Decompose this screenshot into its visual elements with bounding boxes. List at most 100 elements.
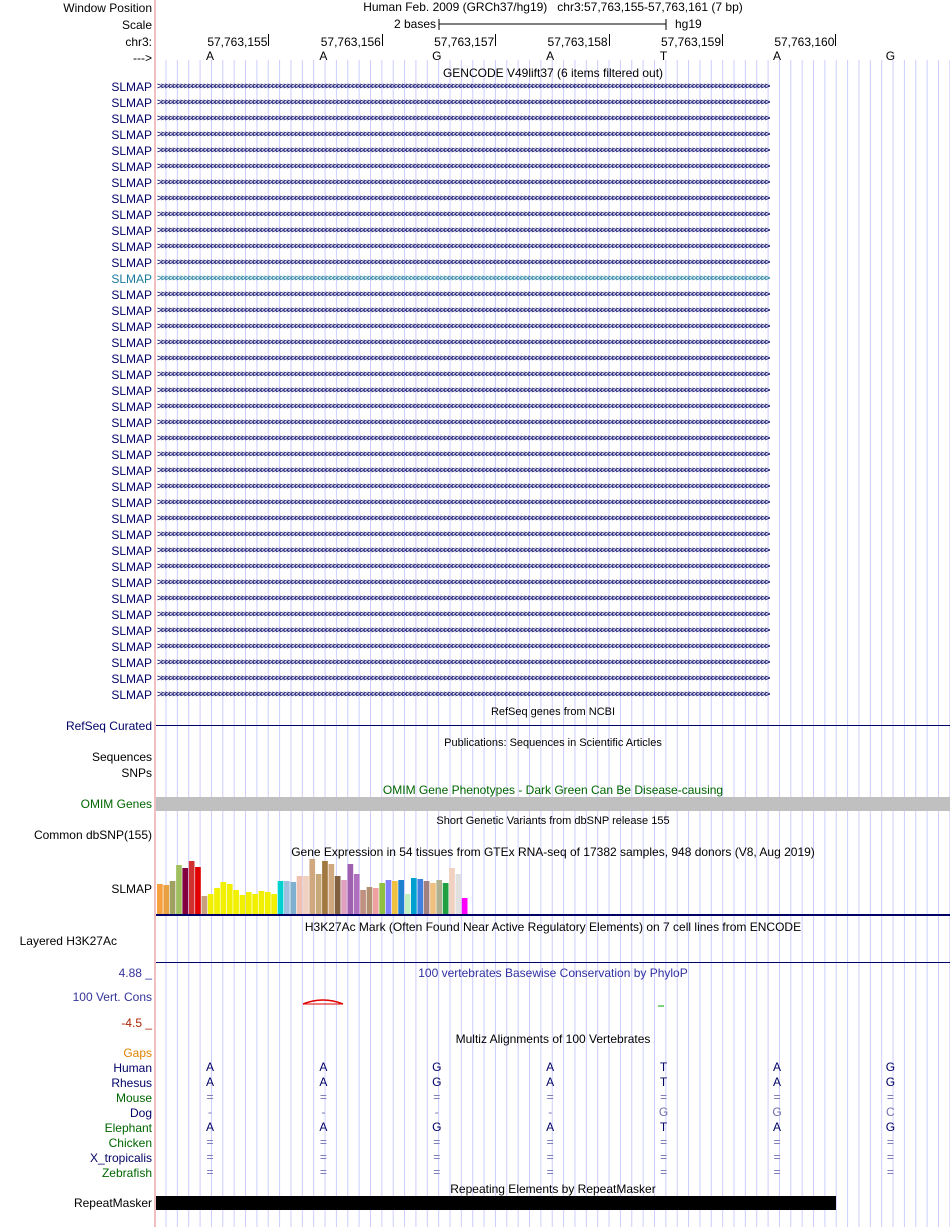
gtex-tissue-bar[interactable] (252, 894, 258, 914)
gencode-transcript[interactable]: >>>>>>>>>>>>>>>>>>>>>>>>>>>>>>>>>>>>>>>>… (157, 593, 770, 604)
snps-label[interactable]: SNPs (121, 766, 152, 780)
gencode-transcript[interactable]: >>>>>>>>>>>>>>>>>>>>>>>>>>>>>>>>>>>>>>>>… (157, 513, 770, 524)
gencode-gene-label[interactable]: SLMAP (111, 544, 152, 558)
gencode-transcript[interactable]: >>>>>>>>>>>>>>>>>>>>>>>>>>>>>>>>>>>>>>>>… (157, 609, 770, 620)
gtex-tissue-bar[interactable] (461, 898, 468, 914)
gtex-tissue-bar[interactable] (284, 881, 290, 914)
species-label[interactable]: Dog (129, 1106, 152, 1120)
gtex-tissue-bar[interactable] (296, 876, 303, 914)
gencode-gene-label[interactable]: SLMAP (111, 672, 152, 686)
gencode-transcript[interactable]: >>>>>>>>>>>>>>>>>>>>>>>>>>>>>>>>>>>>>>>>… (157, 321, 770, 332)
gtex-tissue-bar[interactable] (436, 880, 443, 914)
gencode-transcript[interactable]: >>>>>>>>>>>>>>>>>>>>>>>>>>>>>>>>>>>>>>>>… (157, 161, 770, 172)
gencode-gene-label[interactable]: SLMAP (111, 640, 152, 654)
gencode-transcript[interactable]: >>>>>>>>>>>>>>>>>>>>>>>>>>>>>>>>>>>>>>>>… (157, 241, 770, 252)
gtex-tissue-bar[interactable] (258, 891, 265, 914)
conservation-label[interactable]: 100 Vert. Cons (72, 990, 152, 1004)
gtex-tissue-bar[interactable] (398, 880, 404, 914)
gencode-gene-label[interactable]: SLMAP (111, 592, 152, 606)
gtex-tissue-bar[interactable] (163, 885, 170, 914)
gtex-tissue-bar[interactable] (353, 874, 360, 914)
gencode-gene-label[interactable]: SLMAP (111, 160, 152, 174)
gencode-gene-label[interactable]: SLMAP (111, 608, 152, 622)
gencode-gene-label[interactable]: SLMAP (111, 400, 152, 414)
gtex-tissue-bar[interactable] (271, 894, 277, 914)
gtex-tissue-bar[interactable] (334, 876, 341, 914)
gencode-transcript[interactable]: >>>>>>>>>>>>>>>>>>>>>>>>>>>>>>>>>>>>>>>>… (157, 305, 770, 316)
gtex-tissue-bar[interactable] (245, 892, 252, 914)
omim-bar[interactable] (156, 797, 950, 811)
gencode-gene-label[interactable]: SLMAP (111, 528, 152, 542)
gtex-tissue-bar[interactable] (315, 874, 322, 914)
gtex-tissue-bar[interactable] (303, 876, 309, 914)
gencode-transcript[interactable]: >>>>>>>>>>>>>>>>>>>>>>>>>>>>>>>>>>>>>>>>… (157, 497, 770, 508)
gtex-tissue-bar[interactable] (322, 861, 328, 914)
gencode-transcript[interactable]: >>>>>>>>>>>>>>>>>>>>>>>>>>>>>>>>>>>>>>>>… (157, 337, 770, 348)
gencode-title[interactable]: GENCODE V49lift37 (6 items filtered out) (442, 66, 664, 80)
gencode-transcript[interactable]: >>>>>>>>>>>>>>>>>>>>>>>>>>>>>>>>>>>>>>>>… (157, 673, 770, 684)
gencode-gene-label[interactable]: SLMAP (111, 384, 152, 398)
gencode-gene-label[interactable]: SLMAP (111, 240, 152, 254)
gencode-transcript[interactable]: >>>>>>>>>>>>>>>>>>>>>>>>>>>>>>>>>>>>>>>>… (157, 257, 770, 268)
gencode-transcript[interactable]: >>>>>>>>>>>>>>>>>>>>>>>>>>>>>>>>>>>>>>>>… (157, 145, 770, 156)
species-label[interactable]: Mouse (115, 1091, 152, 1105)
gencode-gene-label[interactable]: SLMAP (111, 192, 152, 206)
gencode-transcript[interactable]: >>>>>>>>>>>>>>>>>>>>>>>>>>>>>>>>>>>>>>>>… (157, 481, 770, 492)
gtex-tissue-bar[interactable] (360, 890, 366, 914)
gencode-transcript[interactable]: >>>>>>>>>>>>>>>>>>>>>>>>>>>>>>>>>>>>>>>>… (157, 353, 770, 364)
species-label[interactable]: Rhesus (111, 1076, 152, 1090)
gencode-gene-label[interactable]: SLMAP (111, 464, 152, 478)
species-label[interactable]: Chicken (108, 1136, 152, 1150)
gencode-transcript[interactable]: >>>>>>>>>>>>>>>>>>>>>>>>>>>>>>>>>>>>>>>>… (157, 625, 770, 636)
gencode-gene-label[interactable]: SLMAP (111, 128, 152, 142)
gencode-transcript[interactable]: >>>>>>>>>>>>>>>>>>>>>>>>>>>>>>>>>>>>>>>>… (157, 273, 770, 284)
gtex-tissue-bar[interactable] (309, 859, 316, 914)
gencode-gene-label[interactable]: SLMAP (111, 512, 152, 526)
gencode-transcript[interactable]: >>>>>>>>>>>>>>>>>>>>>>>>>>>>>>>>>>>>>>>>… (157, 401, 770, 412)
gencode-gene-label[interactable]: SLMAP (111, 432, 152, 446)
gtex-tissue-bar[interactable] (328, 864, 335, 914)
gencode-transcript[interactable]: >>>>>>>>>>>>>>>>>>>>>>>>>>>>>>>>>>>>>>>>… (157, 561, 770, 572)
gtex-tissue-bar[interactable] (372, 888, 379, 914)
gtex-tissue-bar[interactable] (404, 894, 411, 914)
gtex-tissue-bar[interactable] (233, 890, 239, 914)
gencode-gene-label[interactable]: SLMAP (111, 96, 152, 110)
species-label[interactable]: Elephant (104, 1121, 152, 1135)
gencode-gene-label[interactable]: SLMAP (111, 320, 152, 334)
gtex-tissue-bar[interactable] (417, 879, 424, 914)
gencode-gene-label[interactable]: SLMAP (111, 416, 152, 430)
gencode-gene-label[interactable]: SLMAP (111, 304, 152, 318)
gencode-gene-label[interactable]: SLMAP (111, 112, 152, 126)
repeatmasker-bar[interactable] (156, 1196, 836, 1210)
gencode-transcript[interactable]: >>>>>>>>>>>>>>>>>>>>>>>>>>>>>>>>>>>>>>>>… (157, 465, 770, 476)
gtex-label[interactable]: SLMAP (111, 882, 152, 896)
gencode-gene-label[interactable]: SLMAP (111, 560, 152, 574)
gtex-tissue-bar[interactable] (201, 896, 208, 914)
species-label[interactable]: Zebrafish (101, 1166, 152, 1180)
gencode-gene-label[interactable]: SLMAP (111, 368, 152, 382)
gtex-tissue-bar[interactable] (366, 887, 373, 914)
gtex-tissue-bar[interactable] (277, 881, 284, 914)
gtex-tissue-bar[interactable] (379, 883, 385, 914)
gencode-gene-label[interactable]: SLMAP (111, 448, 152, 462)
gencode-transcript[interactable]: >>>>>>>>>>>>>>>>>>>>>>>>>>>>>>>>>>>>>>>>… (157, 657, 770, 668)
species-label[interactable]: Human (113, 1061, 152, 1075)
gencode-transcript[interactable]: >>>>>>>>>>>>>>>>>>>>>>>>>>>>>>>>>>>>>>>>… (157, 689, 770, 700)
gencode-gene-label[interactable]: SLMAP (111, 576, 152, 590)
gencode-transcript[interactable]: >>>>>>>>>>>>>>>>>>>>>>>>>>>>>>>>>>>>>>>>… (157, 577, 770, 588)
gtex-tissue-bar[interactable] (290, 882, 297, 914)
gencode-gene-label[interactable]: SLMAP (111, 144, 152, 158)
gtex-tissue-bar[interactable] (423, 881, 430, 914)
gtex-tissue-bar[interactable] (182, 868, 189, 914)
refseq-line[interactable] (156, 725, 950, 726)
gtex-tissue-bar[interactable] (157, 884, 163, 914)
gencode-gene-label[interactable]: SLMAP (111, 480, 152, 494)
gtex-tissue-bar[interactable] (214, 888, 220, 914)
gtex-tissue-bar[interactable] (220, 882, 227, 914)
gtex-tissue-bar[interactable] (176, 865, 182, 914)
gtex-tissue-bar[interactable] (195, 867, 201, 914)
gencode-gene-label[interactable]: SLMAP (111, 224, 152, 238)
gtex-tissue-bar[interactable] (455, 874, 462, 914)
gencode-transcript[interactable]: >>>>>>>>>>>>>>>>>>>>>>>>>>>>>>>>>>>>>>>>… (157, 385, 770, 396)
gencode-gene-label[interactable]: SLMAP (111, 288, 152, 302)
